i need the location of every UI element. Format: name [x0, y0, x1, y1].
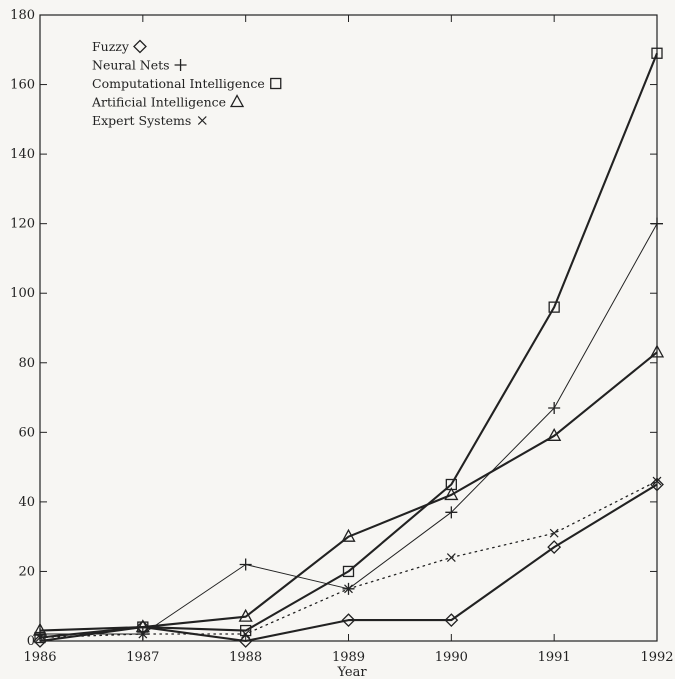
y-tick-label: 60: [18, 425, 35, 440]
legend: Fuzzy Neural Nets Computational Intelligen…: [91, 39, 281, 128]
series-markers: [34, 48, 663, 647]
x-tick-label: 1990: [435, 650, 468, 665]
data-point-neural-nets: [651, 218, 663, 230]
legend-marker-fuzzy: [134, 41, 146, 53]
data-point-expert-systems: [447, 554, 455, 562]
series-lines: [40, 53, 657, 641]
y-tick-label: 180: [10, 8, 35, 23]
x-axis-title: Year: [336, 665, 367, 679]
x-tick-label: 1988: [229, 650, 262, 665]
y-tick-label: 160: [10, 78, 35, 93]
series-line-fuzzy: [40, 485, 657, 642]
y-tick-label: 20: [18, 564, 35, 579]
legend-marker-neural-nets: [175, 59, 187, 71]
legend-label-neural-nets: Neural Nets: [92, 58, 170, 73]
legend-marker-computational-intelligence: [271, 79, 281, 89]
legend-label-fuzzy: Fuzzy: [92, 39, 130, 54]
y-tick-label: 80: [18, 356, 35, 371]
legend-marker-expert-systems: [198, 117, 206, 125]
legend-label-expert-systems: Expert Systems: [92, 113, 191, 128]
x-tick-label: 1989: [332, 650, 365, 665]
x-tick-label: 1986: [23, 650, 56, 665]
data-point-neural-nets: [240, 558, 252, 570]
y-tick-label: 40: [18, 495, 35, 510]
legend-label-computational-intelligence: Computational Intelligence: [92, 76, 265, 91]
y-tick-label: 100: [10, 286, 35, 301]
x-tick-label: 1987: [126, 650, 159, 665]
y-tick-label: 120: [10, 217, 35, 232]
x-tick-label: 1992: [640, 650, 673, 665]
legend-marker-artificial-intelligence: [231, 96, 243, 107]
legend-label-artificial-intelligence: Artificial Intelligence: [91, 95, 226, 110]
series-line-computational-intelligence: [40, 53, 657, 637]
x-tick-label: 1991: [538, 650, 571, 665]
y-tick-label: 140: [10, 147, 35, 162]
data-point-expert-systems: [550, 529, 558, 537]
